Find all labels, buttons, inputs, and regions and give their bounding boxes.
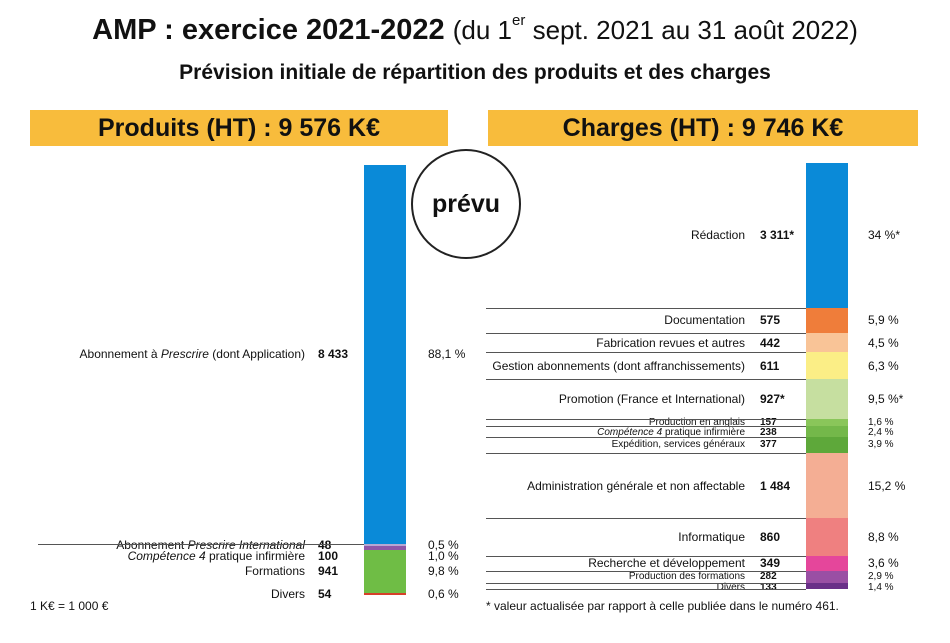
charges-separator-8 [486, 453, 806, 454]
charges-percent-documentation: 5,9 % [868, 313, 899, 328]
charges-value-divers: 133 [760, 581, 777, 593]
title-main: AMP : exercice 2021-2022 [92, 14, 445, 46]
charges-percent-recherche-et-developpement: 3,6 % [868, 556, 899, 571]
produits-bar-abonnement-prescrire-international [364, 543, 406, 546]
charges-value-production-des-formations: 282 [760, 571, 777, 583]
produits-percent-abonnement-prescrire-international: 0,5 % [428, 537, 459, 552]
chart-title: AMP : exercice 2021-2022 (du 1er sept. 2… [0, 12, 950, 47]
footnote-asterisk: * valeur actualisée par rapport à celle … [486, 599, 839, 613]
charges-value-recherche-et-developpement: 349 [760, 556, 781, 571]
charges-percent-promotion-france-et-international: 9,5 %* [868, 392, 904, 407]
charges-label-divers: Divers [716, 581, 745, 593]
produits-percent-competence-4-pratique-infirmiere: 1,0 % [428, 548, 459, 563]
produits-title-band: Produits (HT) : 9 576 K€ [30, 110, 448, 146]
charges-percent-expedition-services-generaux: 3,9 % [868, 438, 894, 450]
charges-label-informatique: Informatique [678, 529, 745, 544]
charges-bar-production-en-anglais [806, 419, 848, 427]
charges-separator-3 [486, 352, 806, 353]
charges-label-administration-generale-et-non-affectable: Administration générale et non affectabl… [527, 478, 745, 493]
charges-bar-administration-generale-et-non-affectable [806, 453, 848, 518]
title-range: (du 1er sept. 2021 au 31 août 2022) [452, 12, 858, 45]
charges-label-promotion-france-et-international: Promotion (France et International) [558, 392, 745, 407]
charges-value-redaction: 3 311* [760, 228, 795, 243]
produits-label-competence-4-pratique-infirmiere: Compétence 4 pratique infirmière [127, 548, 305, 563]
charges-value-gestion-abonnements-dont-affranchissements: 611 [760, 358, 780, 373]
charges-label-gestion-abonnements-dont-affranchissements: Gestion abonnements (dont affranchisseme… [492, 358, 745, 373]
charges-value-promotion-france-et-international: 927* [760, 392, 785, 407]
charges-label-production-des-formations: Production des formations [628, 571, 745, 583]
produits-value-divers: 54 [318, 586, 332, 601]
produits-percent-divers: 0,6 % [428, 586, 459, 601]
charges-percent-fabrication-revues-et-autres: 4,5 % [868, 335, 899, 350]
charges-value-administration-generale-et-non-affectable: 1 484 [760, 478, 791, 493]
produits-label-formations: Formations [244, 564, 305, 579]
charges-percent-production-en-anglais: 1,6 % [868, 416, 894, 428]
charges-bar-competence-4-pratique-infirmiere [806, 426, 848, 437]
charges-bar-promotion-france-et-international [806, 378, 848, 420]
charges-percent-administration-generale-et-non-affectable: 15,2 % [868, 478, 906, 493]
produits-separator-1 [38, 544, 364, 545]
charges-value-informatique: 860 [760, 529, 781, 544]
charges-value-competence-4-pratique-infirmiere: 238 [760, 427, 777, 439]
charges-title-band: Charges (HT) : 9 746 K€ [488, 110, 918, 146]
charges-separator-9 [486, 518, 806, 519]
charges-bar-fabrication-revues-et-autres [806, 332, 848, 353]
charges-separator-5 [486, 419, 806, 420]
charges-value-production-en-anglais: 157 [760, 416, 777, 428]
charges-percent-gestion-abonnements-dont-affranchissements: 6,3 % [868, 358, 899, 373]
prevu-badge: prévu [411, 149, 521, 259]
produits-label-divers: Divers [270, 586, 305, 601]
produits-bar-formations [364, 550, 406, 593]
charges-bar-recherche-et-developpement [806, 555, 848, 571]
charges-separator-2 [486, 333, 806, 334]
charges-bar-divers [806, 583, 848, 589]
charges-separator-10 [486, 556, 806, 557]
title-range-start: (du 1 [452, 15, 513, 45]
charges-label-expedition-services-generaux: Expédition, services généraux [611, 438, 745, 450]
charges-percent-competence-4-pratique-infirmiere: 2,4 % [868, 427, 894, 439]
charges-label-competence-4-pratique-infirmiere: Compétence 4 pratique infirmière [597, 427, 745, 439]
charges-separator-4 [486, 379, 806, 380]
charges-label-documentation: Documentation [664, 313, 745, 328]
charges-separator-6 [486, 426, 806, 427]
charges-bar-documentation [806, 307, 848, 333]
footnote-unit: 1 K€ = 1 000 € [30, 599, 109, 613]
produits-label-abonnement-a-prescrire-dont-application: Abonnement à Prescrire (dont Application… [79, 347, 305, 362]
charges-percent-informatique: 8,8 % [868, 529, 899, 544]
produits-percent-abonnement-a-prescrire-dont-application: 88,1 % [428, 347, 466, 362]
charges-separator-11 [486, 571, 806, 572]
charges-separator-7 [486, 437, 806, 438]
title-range-end: sept. 2021 au 31 août 2022) [525, 15, 858, 45]
charges-percent-production-des-formations: 2,9 % [868, 571, 894, 583]
charges-bar-redaction [806, 163, 848, 308]
charges-bar-expedition-services-generaux [806, 436, 848, 454]
charges-label-recherche-et-developpement: Recherche et développement [588, 556, 745, 571]
charges-percent-divers: 1,4 % [868, 581, 894, 593]
charges-bar-informatique [806, 518, 848, 556]
produits-value-formations: 941 [318, 564, 339, 579]
charges-separator-12 [486, 583, 806, 584]
charges-label-production-en-anglais: Production en anglais [648, 416, 745, 428]
charges-bar-production-des-formations [806, 570, 848, 584]
produits-bar-divers [364, 592, 406, 595]
charges-separator-1 [486, 308, 806, 309]
charges-bar-gestion-abonnements-dont-affranchissements [806, 352, 848, 379]
produits-bar-competence-4-pratique-infirmiere [364, 545, 406, 551]
charges-percent-redaction: 34 %* [868, 228, 901, 243]
charges-separator-bottom [486, 589, 806, 590]
produits-value-abonnement-a-prescrire-dont-application: 8 433 [318, 347, 349, 362]
charges-value-documentation: 575 [760, 313, 781, 328]
produits-bar-abonnement-a-prescrire-dont-application [364, 165, 406, 544]
charges-value-expedition-services-generaux: 377 [760, 438, 777, 450]
title-range-sup: er [512, 12, 526, 29]
produits-percent-formations: 9,8 % [428, 564, 459, 579]
produits-value-competence-4-pratique-infirmiere: 100 [318, 548, 339, 563]
charges-label-fabrication-revues-et-autres: Fabrication revues et autres [596, 335, 745, 350]
chart-subtitle: Prévision initiale de répartition des pr… [179, 61, 771, 84]
charges-label-redaction: Rédaction [690, 228, 745, 243]
charges-value-fabrication-revues-et-autres: 442 [760, 335, 781, 350]
